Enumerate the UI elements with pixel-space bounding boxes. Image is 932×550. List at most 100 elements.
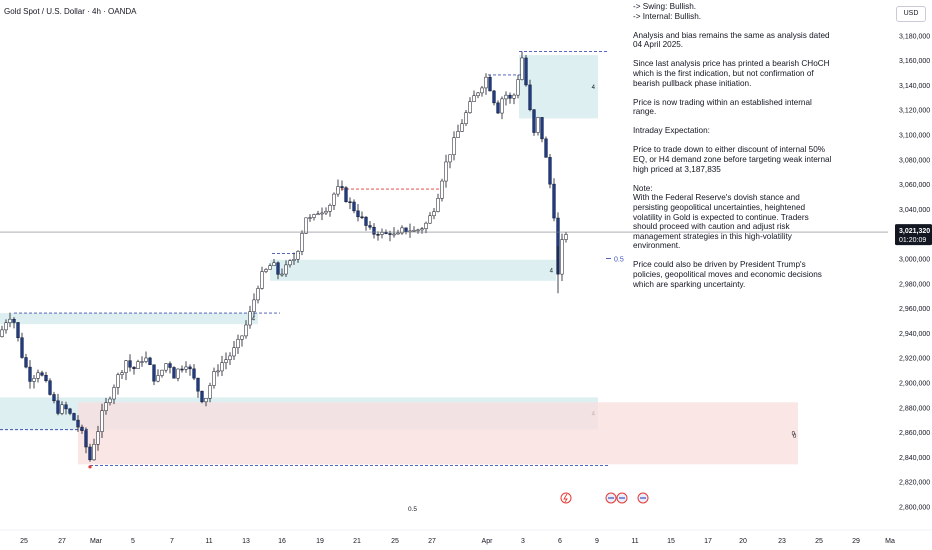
zone-tag: 4 bbox=[550, 268, 554, 274]
candle-up bbox=[444, 161, 448, 182]
lightning-icon bbox=[563, 493, 568, 503]
candle-up bbox=[60, 404, 64, 414]
candle-up bbox=[100, 410, 104, 432]
candle-down bbox=[532, 109, 536, 133]
candle-up bbox=[288, 260, 292, 266]
supply-zone bbox=[78, 402, 798, 465]
candle-down bbox=[128, 360, 132, 368]
candle-down bbox=[488, 76, 492, 92]
candle-down bbox=[64, 404, 68, 410]
candle-up bbox=[308, 217, 312, 219]
candle-up bbox=[144, 357, 148, 362]
candle-down bbox=[492, 90, 496, 104]
time-tick-label: 25 bbox=[391, 538, 399, 545]
time-tick-label: 9 bbox=[595, 538, 599, 545]
candle-down bbox=[44, 374, 48, 382]
time-tick-label: 25 bbox=[815, 538, 823, 545]
price-tick-label: 2,920,000 bbox=[899, 356, 930, 363]
candle-down bbox=[356, 210, 360, 218]
candle-up bbox=[456, 131, 460, 138]
time-tick-label: 3 bbox=[521, 538, 525, 545]
candle-up bbox=[336, 186, 340, 195]
candle-up bbox=[564, 234, 568, 240]
candle-up bbox=[396, 232, 400, 235]
candle-down bbox=[148, 357, 152, 366]
candle-up bbox=[136, 361, 140, 369]
time-axis[interactable]: 25 27 Mar 5 7 11 13 16 19 21 25 27 Apr 3 6 9 11 15 17 20 23 2… bbox=[0, 529, 932, 550]
candle-down bbox=[368, 225, 372, 228]
candle-up bbox=[96, 431, 100, 445]
candle-down bbox=[376, 234, 380, 236]
candle-up bbox=[424, 222, 428, 229]
time-tick-label: 20 bbox=[739, 538, 747, 545]
time-tick-label: 29 bbox=[852, 538, 860, 545]
candle-up bbox=[160, 369, 164, 376]
candle-up bbox=[536, 117, 540, 133]
eq-lower-label: 0.5 bbox=[408, 506, 417, 513]
currency-button[interactable]: USD bbox=[896, 6, 926, 22]
candle-up bbox=[472, 95, 476, 102]
time-tick-label: 19 bbox=[316, 538, 324, 545]
candle-down bbox=[388, 233, 392, 235]
price-tick-label: 2,800,000 bbox=[899, 505, 930, 512]
candle-up bbox=[36, 372, 40, 379]
candle-up bbox=[116, 374, 120, 388]
event-flash-icon[interactable] bbox=[560, 492, 572, 504]
candle-up bbox=[32, 378, 36, 382]
price-tick-label: 3,060,000 bbox=[899, 182, 930, 189]
time-tick-label: 27 bbox=[428, 538, 436, 545]
candle-up bbox=[296, 251, 300, 260]
candle-down bbox=[384, 232, 388, 234]
price-tick-label: 3,180,000 bbox=[899, 33, 930, 40]
candle-down bbox=[340, 186, 344, 188]
candle-down bbox=[540, 117, 544, 140]
candle-down bbox=[404, 227, 408, 233]
candle-down bbox=[28, 366, 32, 382]
time-tick-label: Mar bbox=[90, 538, 103, 545]
price-axis[interactable]: 3,180,000 3,160,000 3,140,000 3,120,000 3,10… bbox=[793, 0, 932, 530]
candle-up bbox=[408, 230, 412, 233]
candle-up bbox=[312, 214, 316, 218]
candle-up bbox=[120, 372, 124, 375]
zone-tag: 4 bbox=[252, 317, 256, 323]
candle-up bbox=[268, 265, 272, 270]
candle-up bbox=[184, 366, 188, 370]
time-tick-label: 27 bbox=[58, 538, 66, 545]
time-tick-label: 6 bbox=[558, 538, 562, 545]
candle-up bbox=[464, 112, 468, 125]
time-tick-label: 7 bbox=[170, 538, 174, 545]
candle-up bbox=[0, 329, 4, 337]
candle-down bbox=[40, 372, 44, 376]
candle-up bbox=[256, 288, 260, 301]
candle-up bbox=[292, 258, 296, 261]
candle-down bbox=[88, 446, 92, 461]
candle-up bbox=[432, 211, 436, 217]
candle-down bbox=[364, 216, 368, 226]
annotation-paragraph: Price could also be driven by President … bbox=[633, 260, 822, 289]
candle-down bbox=[72, 413, 76, 421]
candle-up bbox=[228, 355, 232, 360]
price-tick-label: 2,940,000 bbox=[899, 331, 930, 338]
current-price-tag[interactable] bbox=[895, 224, 932, 246]
candle-down bbox=[48, 380, 52, 395]
candle-up bbox=[8, 318, 12, 323]
candle-up bbox=[240, 335, 244, 340]
candle-up bbox=[440, 180, 444, 199]
candle-up bbox=[108, 398, 112, 403]
candle-up bbox=[260, 271, 264, 289]
current-price-label: 3,021,320 bbox=[899, 228, 930, 235]
candle-up bbox=[332, 193, 336, 206]
candle-up bbox=[452, 137, 456, 155]
candle-up bbox=[468, 101, 472, 113]
candle-up bbox=[232, 347, 236, 357]
price-tick-label: 2,960,000 bbox=[899, 306, 930, 313]
price-tick-label: 3,080,000 bbox=[899, 157, 930, 164]
zones-layer: 44440 bbox=[0, 55, 798, 465]
events-layer[interactable] bbox=[560, 492, 649, 504]
symbol-title: Gold Spot / U.S. Dollar · 4h · OANDA bbox=[4, 7, 137, 16]
candle-down bbox=[352, 201, 356, 212]
candle-up bbox=[560, 239, 564, 275]
candle-up bbox=[280, 273, 284, 276]
candle-up bbox=[328, 205, 332, 212]
